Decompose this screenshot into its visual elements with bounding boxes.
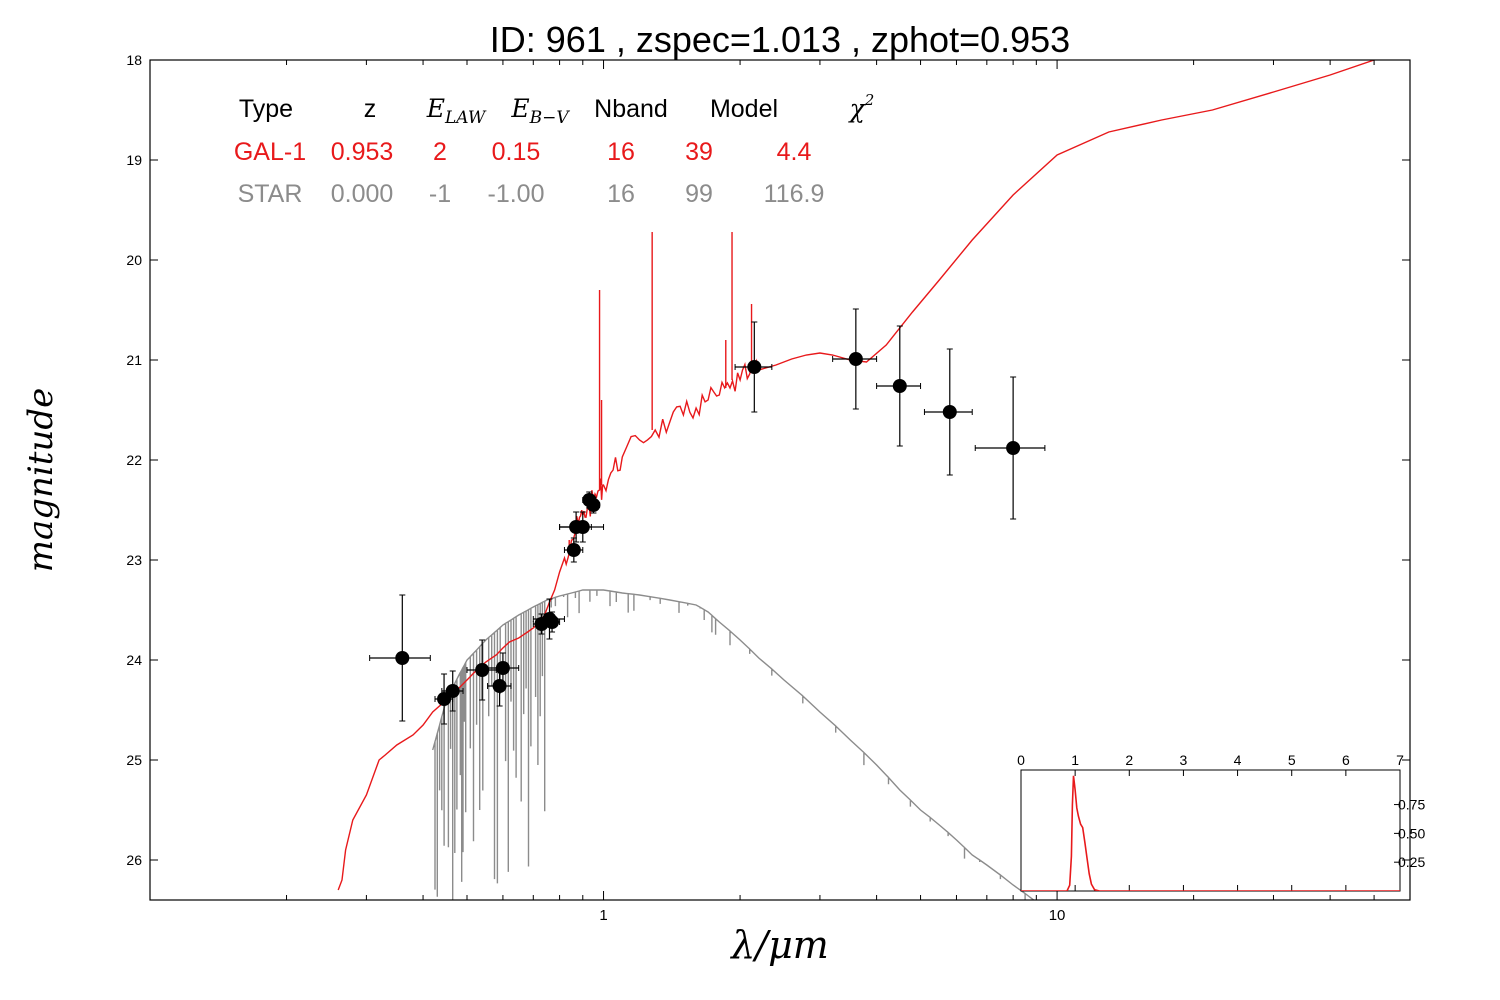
data-marker xyxy=(747,360,762,374)
table-header: Type xyxy=(239,95,293,123)
inset-x-tick-label: 1 xyxy=(1071,752,1079,768)
data-point xyxy=(485,652,520,684)
table-cell: 0.000 xyxy=(331,180,394,208)
inset-y-tick-label: 0.25 xyxy=(1398,854,1425,870)
table-header: z xyxy=(364,95,377,123)
table-cell: 2 xyxy=(433,138,447,166)
star-template-layer xyxy=(432,589,1035,900)
data-point xyxy=(876,325,922,447)
table-cell: 0.953 xyxy=(331,138,394,166)
inset-x-tick-label: 4 xyxy=(1234,752,1242,768)
table-cell: 16 xyxy=(607,138,635,166)
y-tick-label: 21 xyxy=(126,352,142,368)
inset-x-tick-label: 6 xyxy=(1342,752,1350,768)
y-tick-label: 20 xyxy=(126,252,142,268)
photometry-points-layer xyxy=(369,308,1046,725)
inset-x-tick-label: 0 xyxy=(1017,752,1025,768)
table-cell: -1 xyxy=(429,180,451,208)
table-cell: 0.15 xyxy=(492,138,541,166)
data-marker xyxy=(495,661,510,675)
inset-y-tick-label: 0.75 xyxy=(1398,797,1425,813)
inset-x-tick-label: 2 xyxy=(1125,752,1133,768)
table-header: Nband xyxy=(594,95,668,123)
y-tick-label: 25 xyxy=(126,752,142,768)
table-cell: 116.9 xyxy=(764,180,825,208)
inset-ticks: 0 1 2 3 4 5 6 7 0.25 0.50 0.75 xyxy=(1017,752,1425,891)
data-point xyxy=(559,511,605,543)
data-point xyxy=(369,594,431,722)
inset-y-tick-label: 0.50 xyxy=(1398,825,1425,841)
x-axis-label: λ/μm xyxy=(729,923,829,967)
table-header: χ2 xyxy=(848,91,875,123)
inset-frame xyxy=(1020,769,1401,892)
data-marker xyxy=(575,520,590,534)
data-marker xyxy=(475,663,490,677)
table-cell: GAL-1 xyxy=(234,138,306,166)
main-plot-area xyxy=(337,60,1376,900)
data-marker xyxy=(445,684,460,698)
y-axis-label: magnitude xyxy=(21,388,61,573)
y-tick-label: 18 xyxy=(126,52,142,68)
y-tick-label: 19 xyxy=(126,152,142,168)
x-tick-label: 10 xyxy=(1049,907,1066,924)
y-tick-label: 23 xyxy=(126,552,142,568)
pdf-curve xyxy=(1021,775,1400,891)
y-tick-label: 26 xyxy=(126,852,142,868)
data-point xyxy=(734,321,773,413)
table-header: ELAW xyxy=(426,94,487,128)
redshift-pdf-inset: 0 1 2 3 4 5 6 7 0.25 0.50 0.75 xyxy=(1017,752,1425,892)
y-tick-label: 24 xyxy=(126,652,142,668)
table-cell: -1.00 xyxy=(488,180,545,208)
data-marker xyxy=(492,679,507,693)
data-point xyxy=(923,348,973,476)
data-marker xyxy=(1006,441,1021,455)
inset-x-tick-label: 5 xyxy=(1288,752,1296,768)
data-marker xyxy=(566,543,581,557)
table-cell: 4.4 xyxy=(777,138,812,166)
data-marker xyxy=(545,615,560,629)
plot-frame xyxy=(149,59,1411,901)
data-marker xyxy=(848,352,863,366)
y-tick-label: 22 xyxy=(126,452,142,468)
star-template-line xyxy=(432,589,1035,900)
data-point xyxy=(974,376,1046,520)
chart-title: ID: 961 , zspec=1.013 , zphot=0.953 xyxy=(490,19,1070,60)
inset-x-tick-label: 3 xyxy=(1180,752,1188,768)
table-cell: STAR xyxy=(238,180,303,208)
data-point xyxy=(441,670,464,712)
data-marker xyxy=(586,498,601,512)
table-header: Model xyxy=(710,95,778,123)
data-marker xyxy=(942,405,957,419)
table-header: EB−V xyxy=(510,94,570,128)
table-cell: 39 xyxy=(685,138,713,166)
x-tick-label: 1 xyxy=(599,907,607,924)
fit-results-table: Type z ELAW EB−V Nband Model χ2 GAL-1 0.953 2 0.15… xyxy=(234,91,874,208)
data-point xyxy=(832,308,878,410)
data-marker xyxy=(395,651,410,665)
data-point xyxy=(586,496,601,514)
inset-x-tick-label: 7 xyxy=(1396,752,1404,768)
data-point xyxy=(543,611,561,633)
table-cell: 99 xyxy=(685,180,713,208)
data-marker xyxy=(892,379,907,393)
table-cell: 16 xyxy=(607,180,635,208)
